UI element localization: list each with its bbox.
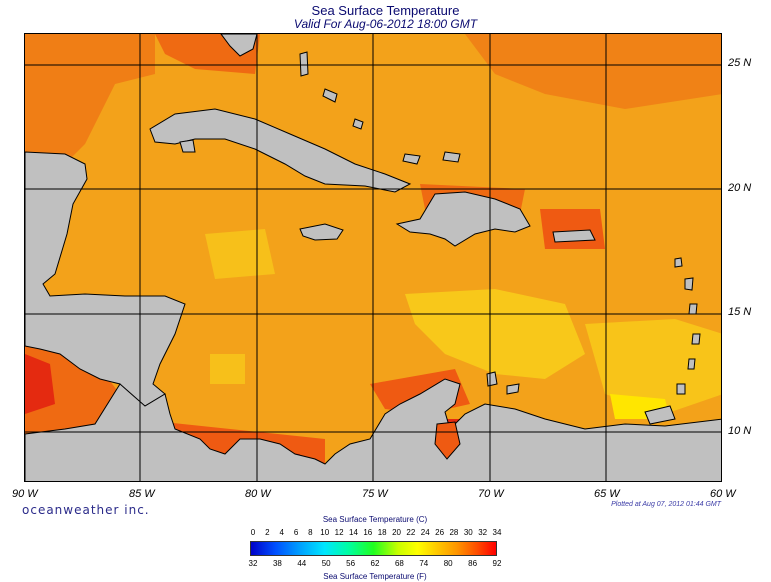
land-antilles-4 (691, 333, 701, 345)
legend-celsius-ticks: 0 2 4 6 8 10 12 14 16 18 20 22 24 26 28 30 32 34 (245, 528, 505, 538)
legend-celsius-tick: 8 (308, 528, 313, 537)
map-panel (24, 33, 722, 482)
legend-celsius-tick: 16 (363, 528, 373, 537)
legend-fahrenheit-ticks: 32 38 44 50 56 62 68 74 80 86 92 (245, 559, 505, 569)
legend-celsius-tick: 4 (279, 528, 284, 537)
brand-logo-text: oceanweather inc. (22, 503, 150, 517)
sst-patch-sw-cool (210, 354, 245, 384)
color-legend: Sea Surface Temperature (C) 0 2 4 6 8 10 12 14 1… (245, 515, 505, 582)
sst-patch-east-cool (585, 319, 721, 414)
lon-label-90w: 90 W (12, 488, 38, 500)
lon-label-60w: 60 W (710, 488, 736, 500)
legend-fahrenheit-tick: 86 (468, 559, 478, 568)
land-aruba (486, 371, 498, 387)
lon-label-70w: 70 W (478, 488, 504, 500)
land-bahamas-4 (402, 153, 421, 165)
lon-label-65w: 65 W (594, 488, 620, 500)
sst-patch-pr-warm (540, 209, 605, 249)
legend-fahrenheit-tick: 74 (419, 559, 429, 568)
legend-fahrenheit-tick: 56 (346, 559, 356, 568)
legend-celsius-tick: 0 (250, 528, 256, 537)
lake-maracaibo (434, 421, 461, 460)
land-antilles-1 (674, 257, 683, 268)
page-title: Sea Surface Temperature (311, 3, 460, 18)
legend-celsius-tick: 30 (463, 528, 473, 537)
legend-fahrenheit-tick: 68 (394, 559, 404, 568)
legend-fahrenheit-tick: 38 (272, 559, 282, 568)
lon-label-80w: 80 W (245, 488, 271, 500)
land-jamaica (299, 223, 344, 241)
legend-celsius-tick: 26 (435, 528, 445, 537)
land-central-america-north (25, 151, 186, 407)
sst-patch-nw (25, 34, 155, 184)
land-masses (25, 34, 721, 481)
sst-patch-central-cool (405, 289, 585, 379)
land-antilles-5 (687, 358, 696, 370)
legend-celsius-tick: 34 (492, 528, 502, 537)
legend-celsius-tick: 2 (265, 528, 270, 537)
lat-label-15n: 15 N (728, 306, 752, 318)
land-puerto-rico (552, 229, 596, 243)
lat-label-20n: 20 N (728, 182, 752, 194)
land-bahamas-2 (322, 88, 338, 103)
page-subtitle: Valid For Aug-06-2012 18:00 GMT (293, 17, 478, 31)
land-florida (220, 34, 258, 57)
legend-celsius-tick: 10 (320, 528, 330, 537)
lat-label-25n: 25 N (728, 57, 752, 69)
legend-fahrenheit-tick: 62 (370, 559, 380, 568)
land-antilles-6 (676, 383, 686, 395)
land-hispaniola (395, 191, 531, 247)
legend-fahrenheit-tick: 92 (492, 559, 502, 568)
legend-fahrenheit-tick: 80 (443, 559, 453, 568)
legend-celsius-tick: 32 (478, 528, 488, 537)
graticule (25, 34, 721, 481)
sst-patch-west-cool (205, 229, 275, 279)
land-bahamas-1 (299, 51, 309, 77)
plotted-timestamp: Plotted at Aug 07, 2012 01:44 GMT (611, 501, 721, 508)
legend-celsius-tick: 6 (293, 528, 299, 537)
legend-fahrenheit-tick: 44 (297, 559, 307, 568)
legend-celsius-tick: 20 (392, 528, 401, 537)
land-isla-juventud (179, 139, 196, 153)
legend-title-fahrenheit: Sea Surface Temperature (F) (323, 572, 427, 581)
lon-label-85w: 85 W (129, 488, 155, 500)
legend-fahrenheit-tick: 50 (321, 559, 331, 568)
land-curacao (506, 383, 520, 395)
legend-celsius-tick: 18 (377, 528, 387, 537)
land-antilles-2 (684, 277, 694, 291)
sst-patch-ne (465, 34, 721, 109)
land-antilles-3 (688, 303, 698, 315)
legend-colorbar (250, 541, 497, 556)
lon-label-75w: 75 W (362, 488, 388, 500)
map-svg (25, 34, 721, 481)
land-south-america (25, 378, 721, 481)
sst-patch-pacific-hot (25, 354, 55, 414)
legend-celsius-tick: 24 (420, 528, 430, 537)
lat-label-10n: 10 N (728, 425, 752, 437)
land-trinidad (644, 405, 676, 425)
legend-celsius-tick: 12 (334, 528, 344, 537)
legend-title-celsius: Sea Surface Temperature (C) (322, 515, 428, 524)
legend-celsius-tick: 22 (406, 528, 416, 537)
legend-celsius-tick: 14 (349, 528, 358, 537)
land-bahamas-3 (352, 118, 364, 130)
legend-fahrenheit-tick: 32 (248, 559, 258, 568)
land-turks-caicos (442, 151, 461, 163)
legend-celsius-tick: 28 (449, 528, 459, 537)
